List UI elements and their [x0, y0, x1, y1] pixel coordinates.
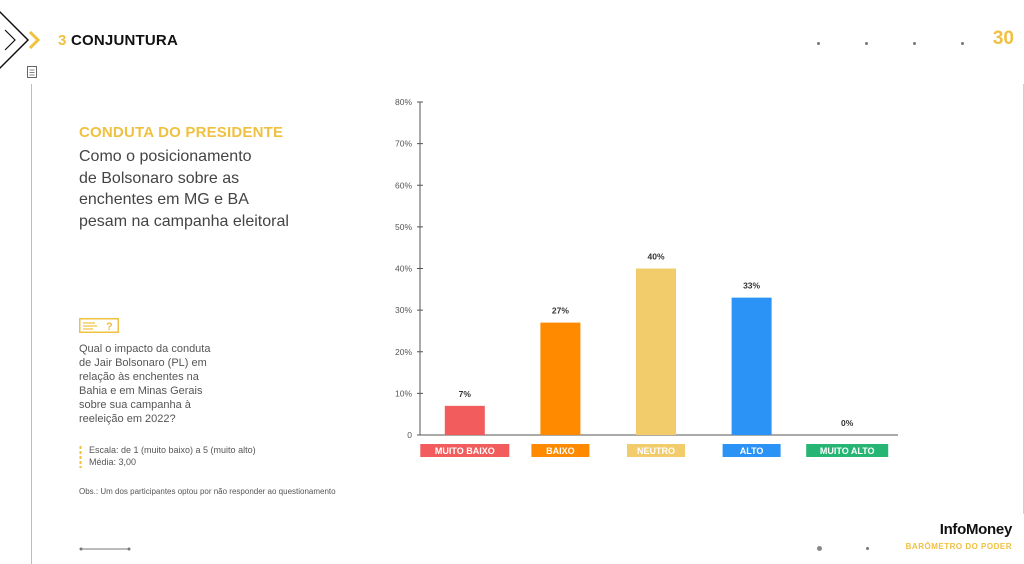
bar-chart: 0 10% 20% 30% 40% 50% 60% 70% 80% 7% MUITO BAIXO 27…: [395, 97, 898, 457]
category-pill: [806, 444, 889, 457]
category-pill: [531, 444, 590, 457]
bar-value-label: 0%: [841, 418, 854, 428]
y-tick-label: 50%: [395, 222, 412, 232]
category-pill: [627, 444, 685, 457]
header-dot: [865, 42, 868, 45]
brand-logo: InfoMoney: [939, 521, 1013, 538]
brand-subtitle: BARÔMETRO DO PODER: [905, 542, 1012, 551]
footer-dot: [817, 546, 822, 551]
y-tick-label: 80%: [395, 97, 412, 107]
y-tick-label: 60%: [395, 180, 412, 190]
y-tick-label: 0: [407, 430, 412, 440]
header-dot: [961, 42, 964, 45]
section-number: 3: [58, 32, 67, 49]
bar: [444, 405, 485, 435]
y-tick-label: 20%: [395, 347, 412, 357]
category-label: MUITO ALTO: [820, 446, 875, 456]
question-text: Qual o impacto da conduta de Jair Bolson…: [79, 343, 211, 425]
page-number: 30: [992, 28, 1014, 49]
y-tick-label: 40%: [395, 264, 412, 274]
header-dot: [913, 42, 916, 45]
y-tick-label: 10%: [395, 388, 412, 398]
svg-text:?: ?: [106, 321, 113, 333]
observation-note: Obs.: Um dos participantes optou por não…: [79, 487, 336, 496]
header-dot: [817, 42, 820, 45]
category-label: MUITO BAIXO: [435, 446, 495, 456]
document-icon[interactable]: [27, 66, 37, 78]
section-title: CONJUNTURA: [71, 32, 178, 49]
question-title: Como o posicionamento de Bolsonaro sobre…: [79, 148, 289, 230]
bar: [540, 322, 581, 435]
bar-value-label: 27%: [552, 306, 569, 316]
footer-dot: [866, 547, 869, 550]
bar: [731, 297, 772, 435]
scale-marker-icon: [79, 446, 82, 468]
nav-chevron-icon[interactable]: [0, 0, 60, 80]
arrow-line-icon: [79, 547, 131, 551]
category-pill: [722, 444, 781, 457]
bar-value-label: 40%: [647, 252, 664, 262]
category-label: NEUTRO: [637, 446, 675, 456]
y-tick-label: 30%: [395, 305, 412, 315]
category-pill: [420, 444, 510, 457]
average-text: Média: 3,00: [89, 457, 137, 467]
speech-question-icon: ?: [79, 318, 119, 333]
left-rule: [31, 84, 32, 564]
bar-value-label: 7%: [459, 389, 472, 399]
category-label: BAIXO: [546, 446, 575, 456]
bar-value-label: 33%: [743, 281, 760, 291]
question-heading: CONDUTA DO PRESIDENTE: [79, 124, 284, 141]
scale-text: Escala: de 1 (muito baixo) a 5 (muito al…: [89, 445, 256, 455]
category-label: ALTO: [740, 446, 764, 456]
bar: [636, 268, 676, 435]
y-tick-label: 70%: [395, 139, 412, 149]
